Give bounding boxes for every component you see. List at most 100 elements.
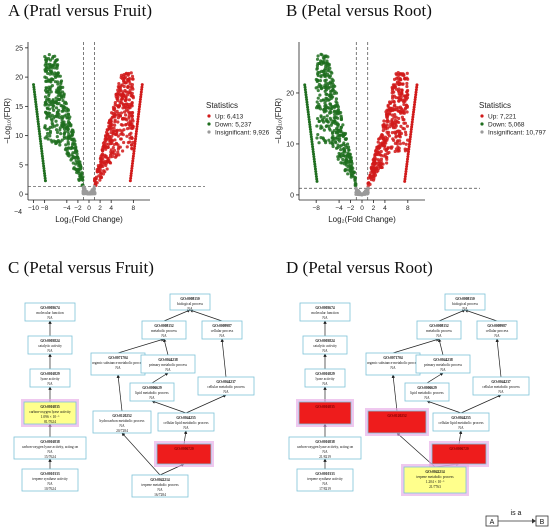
up-point [403,121,408,125]
down-point [43,176,47,180]
down-point [66,142,70,146]
down-point [335,122,340,126]
go-node-text: molecular function [36,311,63,315]
up-point [402,102,406,107]
up-point [407,145,411,149]
y-axis-title: −Log₁₀(FDR) [275,98,283,144]
go-node-text: NA [183,426,189,430]
up-point [130,85,134,90]
points-group [32,53,144,196]
legend-marker [207,122,211,126]
up-point [130,125,134,129]
up-point [371,170,375,174]
go-node-text: GO:0071704 [383,356,403,360]
up-point [115,97,119,101]
down-point [354,184,358,188]
up-point [414,90,418,94]
down-point [62,101,67,105]
down-point [316,96,320,100]
up-point [404,172,408,176]
down-point [328,128,332,132]
up-point [397,87,401,91]
go-node-text: GO:0016835 [315,405,335,409]
down-point [342,141,346,145]
go-node-text: NA [187,307,193,311]
down-point [43,124,47,128]
up-point [130,146,134,150]
down-point [348,152,352,156]
down-point [325,124,329,128]
go-node-text: NA [462,307,468,311]
down-point [49,63,53,67]
up-point [378,142,383,146]
go-node-box [141,320,187,340]
up-point [413,100,417,104]
go-node-text: NA [322,382,328,386]
up-point [98,170,102,174]
go-node-text: GO:0044255 [451,416,471,420]
go-node-text: GO:0009987 [487,324,507,328]
up-point [382,122,386,126]
down-point [44,59,48,64]
up-point [122,140,126,145]
down-point [54,128,59,132]
up-point [378,146,382,150]
down-point [36,115,40,119]
points-group [303,52,419,197]
up-point [412,103,416,107]
up-point [406,155,410,159]
go-node-text: 21/8219 [319,455,331,459]
up-point [121,106,125,110]
go-node-box [415,354,471,374]
go-node-text: GO:0016838 [315,440,335,444]
down-point [322,128,326,132]
legend-title: Statistics [479,101,511,110]
up-point [99,175,104,180]
up-point [109,137,113,141]
go-node-text: NA [424,396,430,400]
up-point [411,113,415,117]
down-point [41,161,45,165]
down-point [322,115,326,119]
up-point [112,132,116,136]
down-point [317,141,321,145]
down-point [327,93,331,98]
legend-marker [207,114,211,118]
go-edge [464,309,498,322]
up-point [403,177,407,181]
up-point [409,132,413,136]
up-point [116,134,120,138]
go-node-box [131,474,189,498]
down-point [37,127,41,131]
go-node-text: metabolic process [151,329,177,333]
go-node-box [302,335,348,355]
go-node-box [29,368,71,388]
up-point [121,133,125,137]
up-point [408,137,412,141]
down-point [326,85,330,89]
up-point [397,149,401,153]
up-point [131,157,135,161]
down-point [34,102,38,106]
up-point [129,143,134,147]
up-point [129,176,133,180]
go-node-text: metabolic process [426,329,452,333]
up-point [376,150,380,155]
down-point [61,120,65,125]
up-point [405,162,409,166]
down-point [42,166,46,170]
x-tick-label: −4 [335,205,343,212]
up-point [381,154,386,158]
go-node-text: lyase activity [40,377,59,381]
down-point [32,90,36,94]
down-point [323,141,328,145]
down-point [50,99,54,104]
down-point [65,136,69,140]
down-point [80,172,84,176]
down-point [315,64,320,68]
